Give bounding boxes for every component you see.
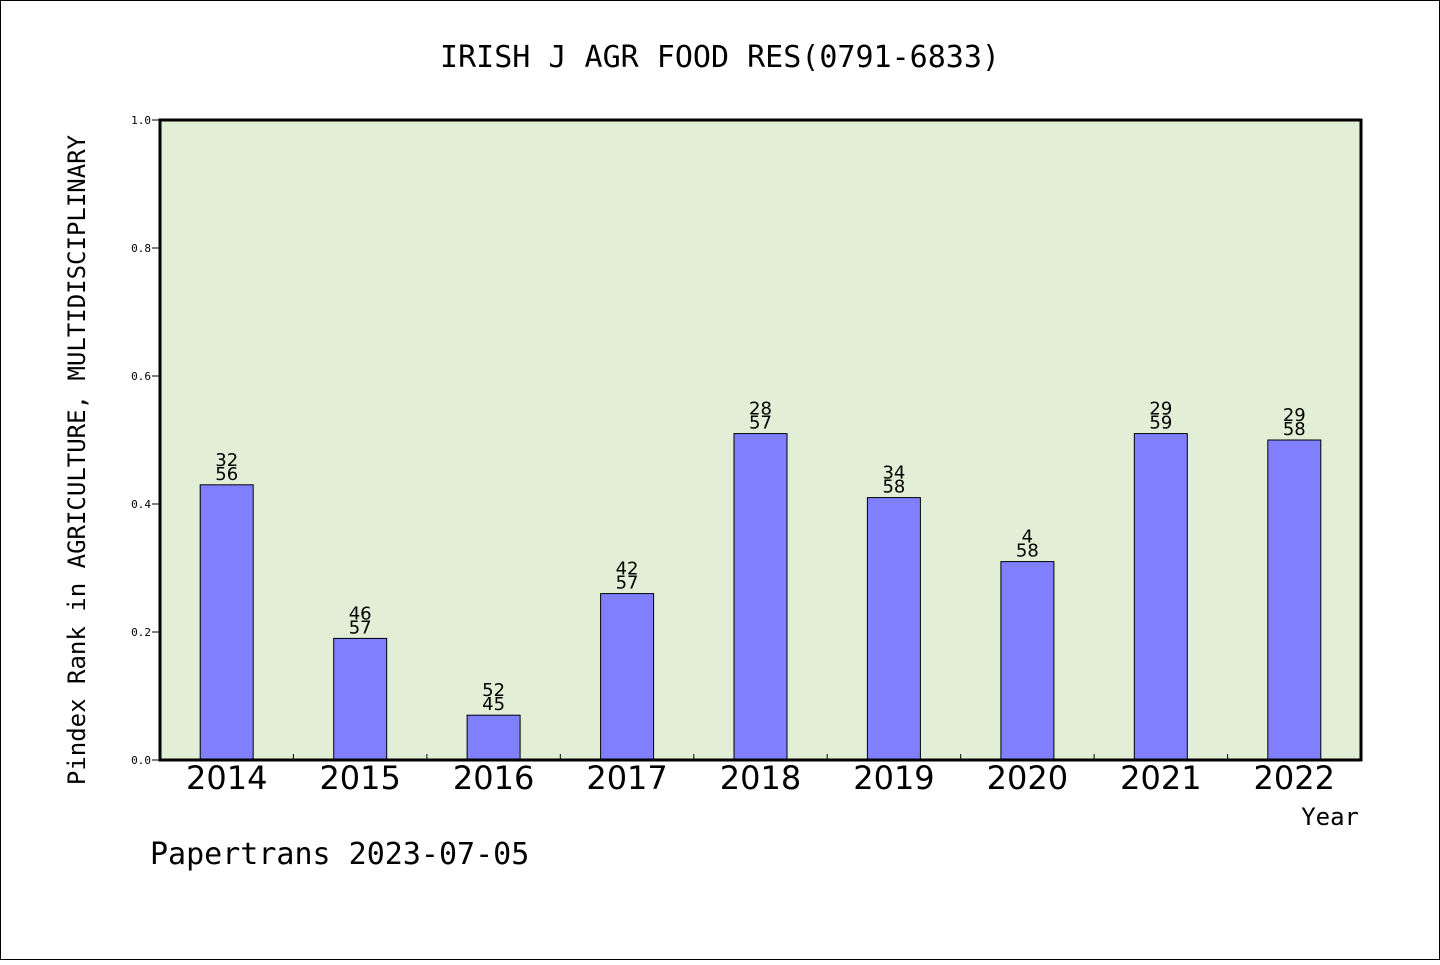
- x-axis: 2014 2015 2016 2017 2018 2019 2020 2021 2022: [186, 754, 1335, 797]
- x-tick-label-2015: 2015: [319, 759, 400, 797]
- x-tick-label-2017: 2017: [586, 759, 667, 797]
- y-tick-label: 0.8: [131, 242, 151, 255]
- data-label-top-2014: 32: [215, 450, 238, 471]
- x-tick-label-2019: 2019: [853, 759, 934, 797]
- data-label-top-2016: 52: [482, 680, 505, 701]
- data-label-bottom-2015: 57: [349, 617, 372, 638]
- y-tick-label: 0.2: [131, 626, 151, 639]
- x-tick-label-2016: 2016: [453, 759, 534, 797]
- x-axis-label: Year: [1301, 803, 1359, 831]
- data-label-bottom-2014: 56: [215, 464, 238, 485]
- data-label-bottom-2021: 59: [1149, 413, 1172, 434]
- bar-2022: [1267, 439, 1322, 761]
- y-axis-label: Pindex Rank in AGRICULTURE, MULTIDISCIPL…: [63, 134, 91, 785]
- bar-2017: [600, 593, 655, 761]
- y-tick-label: 0.4: [131, 498, 151, 511]
- bar-2014: [199, 484, 254, 761]
- plot-border: [158, 118, 1363, 762]
- data-label-top-2022: 29: [1283, 405, 1306, 426]
- data-label-top-2019: 34: [882, 463, 905, 484]
- data-label-bottom-2016: 45: [482, 694, 505, 715]
- bars-layer: [199, 433, 1322, 761]
- y-tick-label: 0.0: [131, 754, 151, 767]
- bar-2015: [333, 637, 388, 761]
- data-label-top-2017: 42: [616, 559, 639, 580]
- x-tick-label-2021: 2021: [1120, 759, 1201, 797]
- data-label-bottom-2020: 58: [1016, 541, 1039, 562]
- y-axis: 0.0 0.2 0.4 0.6 0.8 1.0: [131, 114, 160, 767]
- data-label-bottom-2018: 57: [749, 413, 772, 434]
- data-label-bottom-2017: 57: [616, 573, 639, 594]
- x-tick-label-2020: 2020: [987, 759, 1068, 797]
- data-label-bottom-2019: 58: [882, 477, 905, 498]
- x-tick-label-2014: 2014: [186, 759, 267, 797]
- chart-title: IRISH J AGR FOOD RES(0791-6833): [440, 40, 1000, 75]
- data-label-top-2015: 46: [349, 603, 372, 624]
- y-tick-label: 0.6: [131, 370, 151, 383]
- data-label-top-2018: 28: [749, 399, 772, 420]
- footer-credit: Papertrans 2023-07-05: [150, 837, 529, 872]
- data-label-bottom-2022: 58: [1283, 419, 1306, 440]
- bar-2020: [1000, 561, 1055, 761]
- x-tick-label-2018: 2018: [720, 759, 801, 797]
- y-tick-label: 1.0: [131, 114, 151, 127]
- data-label-top-2020: 4: [1022, 527, 1033, 548]
- bar-2021: [1133, 433, 1188, 761]
- data-label-top-2021: 29: [1149, 399, 1172, 420]
- bar-2018: [733, 433, 788, 761]
- bar-2016: [466, 714, 521, 761]
- bar-2019: [866, 497, 921, 761]
- x-tick-label-2022: 2022: [1254, 759, 1335, 797]
